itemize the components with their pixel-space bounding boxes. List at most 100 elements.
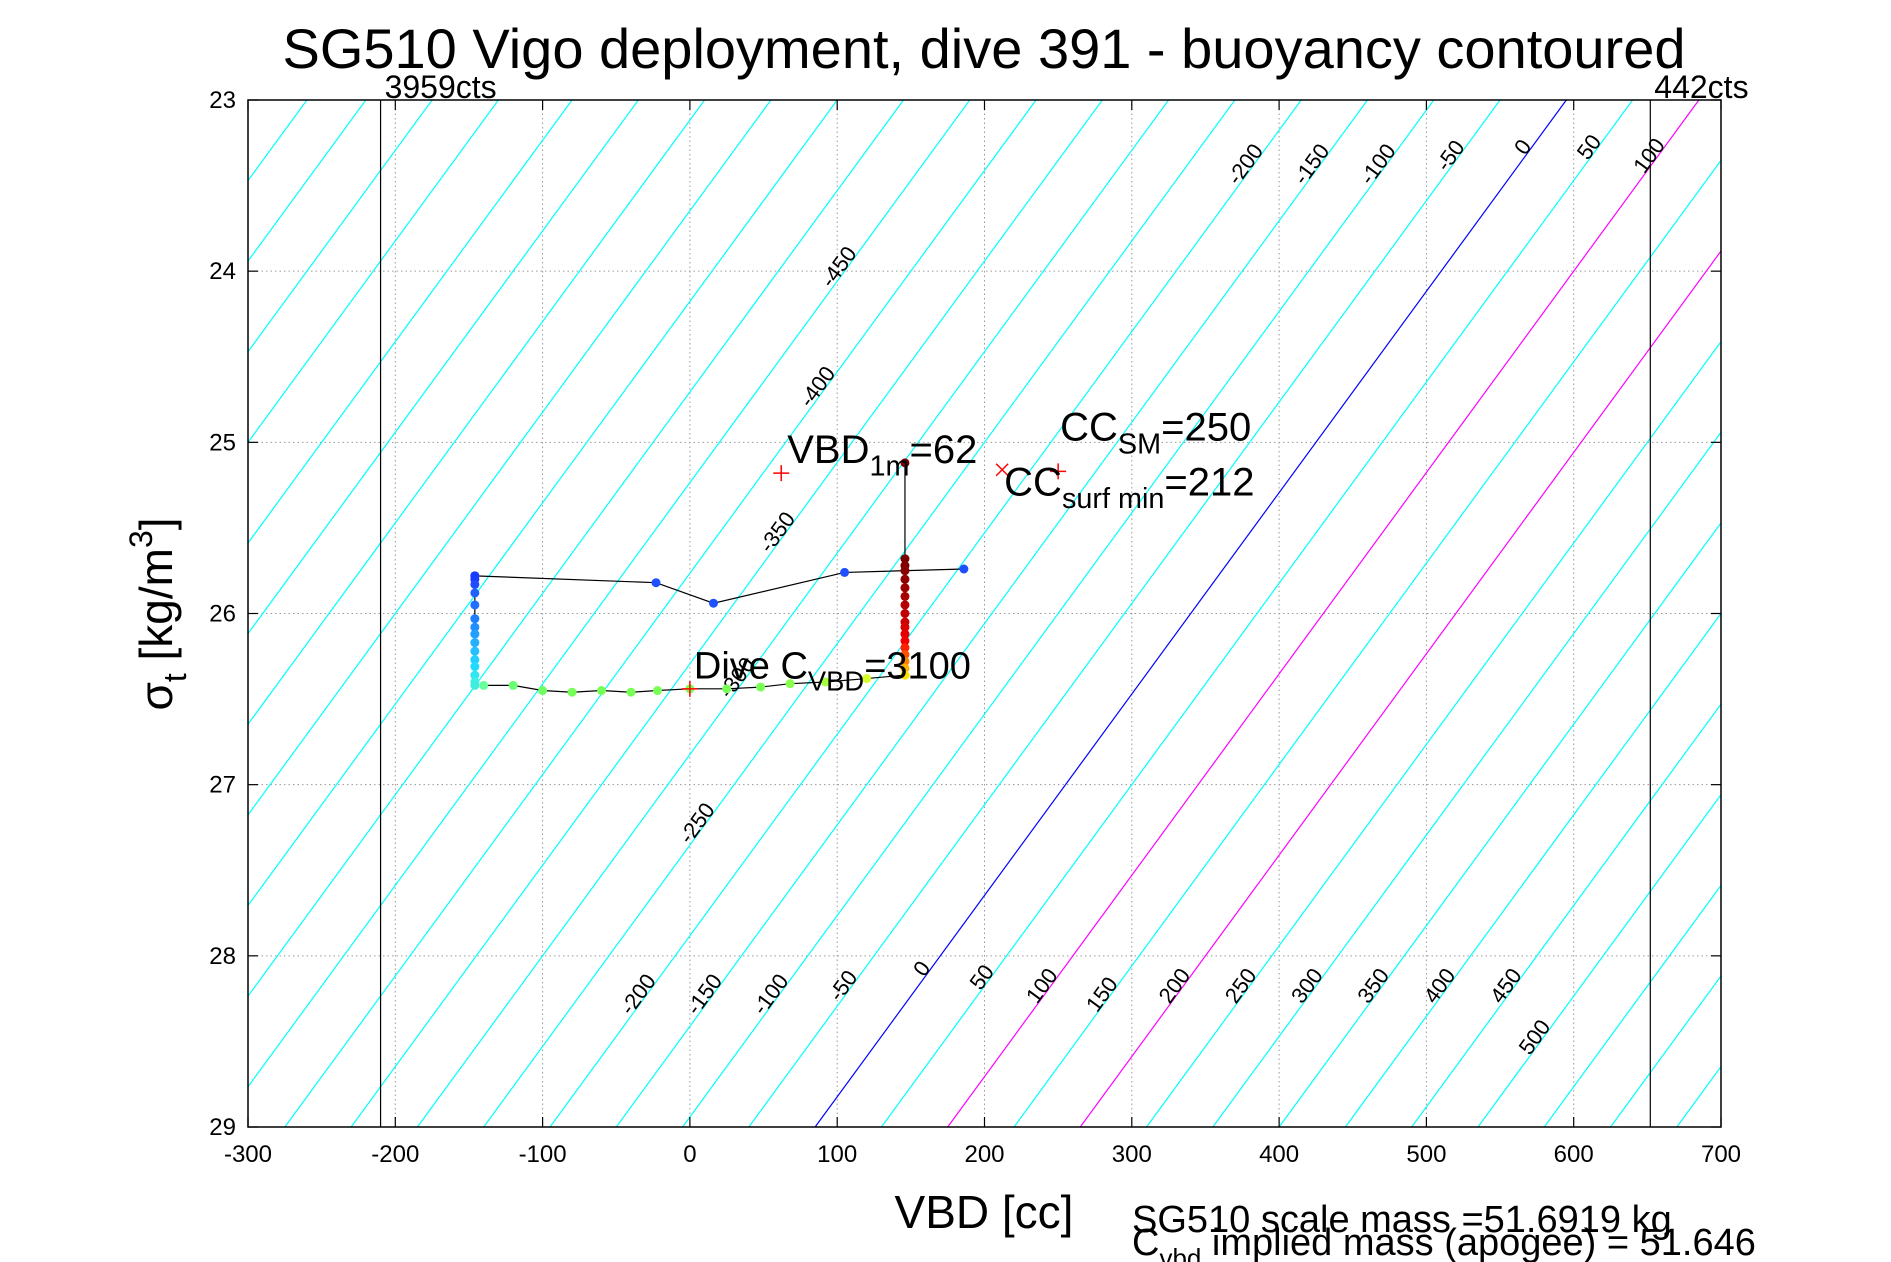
footer-cvbd-subscript: vbd [1159, 1243, 1201, 1262]
dive-point-up [900, 629, 910, 639]
contour-line [615, 100, 1368, 1127]
x-tick-label: -300 [224, 1141, 272, 1168]
dive-point-down [470, 579, 480, 589]
annotation-vbd1m-subscript: 1m [869, 451, 909, 483]
cvbd-marker [681, 680, 698, 697]
contour-line [416, 100, 1170, 1127]
annotation-cvbd-subscript: VBD [808, 666, 864, 697]
dive-point-bottom [538, 686, 548, 696]
annotation-cvbd-text: Dive C [694, 646, 808, 688]
dive-point-up [900, 566, 910, 576]
contour-line [1212, 431, 1721, 1127]
x-tick-label: 200 [964, 1141, 1004, 1168]
dive-point-up [900, 643, 910, 653]
buoyancy-contours [248, 100, 1721, 1127]
y-tick-label: 26 [209, 601, 236, 628]
y-axis-units-superscript: 3 [123, 530, 159, 548]
footer-scale-mass: SG510 scale mass =51.6919 kg [1132, 1199, 1672, 1241]
dive-point-bottom [567, 687, 577, 697]
contour-line [350, 100, 1103, 1127]
x-tick-label: 300 [1112, 1141, 1152, 1168]
annotation-vbd1m: VBD1m=62 [787, 428, 977, 483]
contour-line [248, 100, 971, 1088]
dive-points [470, 458, 969, 697]
contour-line [1146, 340, 1721, 1127]
contour-line [248, 100, 838, 907]
contour-line [748, 100, 1501, 1127]
annotation-ccsm-subscript: SM [1118, 428, 1161, 460]
dive-point-down [470, 646, 480, 656]
dive-point-down [470, 680, 480, 690]
dive-point-bottom [756, 682, 766, 692]
dive-point-up [900, 591, 910, 601]
dive-point-bottom [862, 674, 872, 684]
annotation-ccsm-value: =250 [1161, 406, 1251, 450]
y-axis-units-close: ] [130, 517, 182, 530]
dive-point-up [900, 574, 910, 584]
dive-point-bottom [597, 686, 607, 696]
x-axis-label: VBD [cc] [895, 1186, 1074, 1238]
dive-point-bottom [820, 677, 830, 687]
contour-line [284, 100, 1037, 1127]
y-axis-symbol: σ [130, 682, 182, 710]
contour-line [814, 100, 1567, 1127]
y-axis-units: [kg/m [130, 548, 182, 673]
contour-line [947, 100, 1700, 1127]
annotation-ccsurf-text: CC [1004, 460, 1062, 504]
contour-line [248, 100, 499, 444]
vbd1m-marker [773, 465, 790, 482]
contour-line [1079, 250, 1721, 1127]
annotation-cvbd: Dive CVBD=3100 [694, 646, 971, 697]
dive-point-surface [651, 578, 661, 588]
dive-point-down [470, 622, 480, 632]
dive-point-bottom [652, 686, 662, 696]
x-tick-label: 0 [683, 1141, 696, 1168]
contour-line [549, 100, 1302, 1127]
dive-point-up [900, 663, 910, 673]
y-tick-label: 24 [209, 258, 236, 285]
contour-line [1278, 521, 1721, 1127]
dive-point-bottom [479, 680, 489, 690]
annotation-cvbd-value: =3100 [864, 646, 971, 688]
contour-line [483, 100, 1236, 1127]
annotation-vbd1m-value: =62 [909, 428, 977, 472]
ccsurf-marker [995, 463, 1009, 477]
x-tick-label: -200 [371, 1141, 419, 1168]
footer-implied-mass: Cvbd implied mass (apogee) = 51.646 [1132, 1222, 1756, 1262]
dive-point-down [470, 600, 480, 610]
x-tick-label: 500 [1406, 1141, 1446, 1168]
dive-point-surface [959, 564, 969, 574]
annotation-ccsurf-value: =212 [1164, 460, 1254, 504]
x-tick-label: 400 [1259, 1141, 1299, 1168]
dive-point-up [900, 554, 910, 564]
contour-line [1543, 884, 1721, 1127]
annotation-ccsm-text: CC [1060, 406, 1118, 450]
dive-point-up [900, 670, 910, 680]
y-axis-label: σt [kg/m3] [123, 517, 193, 710]
footer-cvbd-symbol: C [1132, 1222, 1159, 1262]
dive-point-down [470, 662, 480, 672]
contour-line [1477, 793, 1721, 1127]
x-tick-label: 700 [1701, 1141, 1741, 1168]
dive-point-up [900, 609, 910, 618]
vbd-limit-lines: 3959cts 442cts [379, 69, 1749, 1127]
annotation-ccsurf: CCsurf min=212 [1004, 460, 1254, 515]
dive-point-up [900, 583, 910, 593]
dive-point-down [470, 655, 480, 665]
contour-line [1411, 703, 1721, 1127]
contour-line [682, 100, 1435, 1127]
contour-line [1344, 612, 1721, 1127]
contour-line [248, 100, 706, 726]
dive-point-down [470, 670, 480, 680]
dive-point-up [900, 636, 910, 646]
dive-point-up [900, 458, 910, 468]
y-tick-label: 28 [209, 943, 236, 970]
contour-line [248, 100, 433, 353]
chart-title: SG510 Vigo deployment, dive 391 - buoyan… [282, 17, 1685, 80]
contour-line [248, 100, 573, 545]
y-axis-ticks: 23 24 25 26 27 28 29 [209, 87, 1721, 1141]
dive-point-down [470, 614, 480, 624]
dive-point-bottom [722, 684, 732, 694]
